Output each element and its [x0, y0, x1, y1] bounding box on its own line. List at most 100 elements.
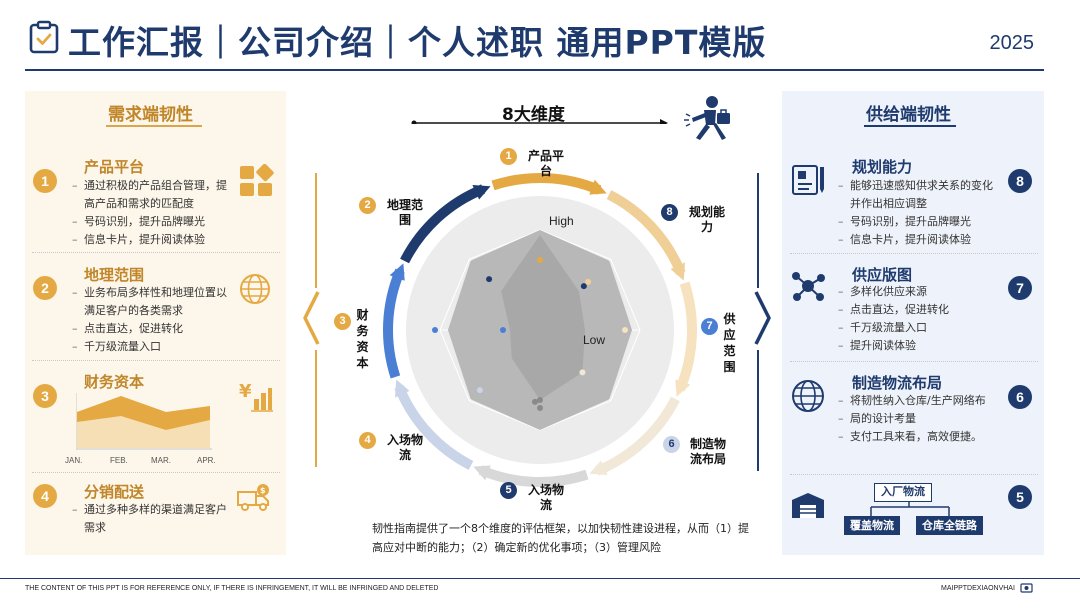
ring-segment [400, 184, 485, 264]
radar-dot [476, 387, 483, 394]
ring-segment [595, 396, 680, 476]
month-label: APR. [197, 456, 216, 465]
demand-item-title-3: 财务资本 [84, 373, 145, 391]
dimensions-title: 8大维度 [502, 105, 565, 125]
radar-dots [432, 257, 628, 411]
chevron-right-icon [754, 291, 771, 345]
segment-label-8: 规划能力 [688, 205, 725, 234]
left-rule-top [315, 173, 317, 288]
svg-text:$: $ [260, 486, 266, 495]
demand-item-title-4: 分销配送 [84, 483, 145, 501]
radar-low-label: Low [583, 333, 606, 347]
ring-arrow [675, 379, 691, 397]
ring-segment [675, 281, 697, 392]
logistics-tree-connectors [870, 499, 950, 517]
ring-segment [491, 173, 602, 195]
ring-arrow [472, 184, 491, 200]
divider [32, 252, 280, 253]
svg-text:¥: ¥ [239, 381, 252, 402]
blocks-icon [240, 164, 274, 196]
supply-item-title-6: 制造物流布局 [852, 374, 943, 392]
segment-badge-6: 6 [663, 436, 680, 453]
finance-area-chart [76, 393, 212, 450]
ring-segment [394, 385, 474, 470]
radar-dot [537, 405, 543, 411]
month-label: JAN. [65, 456, 83, 465]
delivery-truck-icon: $ [237, 484, 269, 511]
bullet: 将韧性纳入仓库/生产网络布 [838, 392, 998, 410]
radar-dot [580, 283, 587, 290]
ring-segment [606, 190, 686, 275]
demand-item-bullets-1: 通过积极的产品组合管理，提高产品和需求的匹配度 号码识别，提升品牌曝光 信息卡片… [72, 177, 236, 249]
segment-badge-4: 4 [359, 432, 376, 449]
month-label: MAR. [151, 456, 171, 465]
tree-right-node: 仓库全链路 [916, 516, 983, 535]
radar-dot [432, 327, 438, 333]
bullet: 支付工具来看，高效便捷。 [838, 428, 998, 446]
dimension-wheel [383, 173, 697, 487]
supply-heading: 供给端韧性 [866, 105, 951, 125]
demand-heading-underline [106, 125, 202, 127]
supply-heading-underline [864, 125, 956, 127]
radar-dot [622, 327, 628, 333]
brand-logo-icon [1020, 583, 1033, 593]
ring-arrow [389, 263, 405, 281]
year-label: 2025 [989, 32, 1035, 54]
bullet: 信息卡片，提升阅读体验 [72, 231, 236, 249]
supply-badge-6: 6 [1008, 385, 1032, 409]
network-nodes-icon [792, 272, 825, 301]
planning-board-icon [792, 165, 824, 195]
supply-item-title-8: 规划能力 [852, 158, 913, 176]
demand-badge-1: 1 [33, 169, 57, 193]
supply-badge-5: 5 [1008, 485, 1032, 509]
radar-dot [579, 369, 586, 376]
right-rule-bottom [757, 350, 759, 471]
globe-icon [792, 380, 824, 412]
demand-badge-2: 2 [33, 276, 57, 300]
segment-badge-5: 5 [500, 482, 517, 499]
radar-dot [531, 398, 538, 405]
demand-badge-3: 3 [33, 384, 57, 408]
ring-arrow [473, 465, 491, 481]
yen-chart-icon: ¥ [239, 381, 273, 412]
radar-dot [500, 327, 506, 333]
supply-item-bullets-8: 能够迅速感知供求关系的变化并作出相应调整 号码识别，提升品牌曝光 信息卡片，提升… [838, 177, 998, 249]
warehouse-icon [792, 493, 824, 518]
supply-badge-7: 7 [1008, 276, 1032, 300]
right-rule-top [757, 173, 759, 288]
divider [790, 474, 1038, 475]
divider [32, 472, 280, 473]
bullet: 千万级流量入口 [838, 319, 998, 337]
demand-item-bullets-2: 业务布局多样性和地理位置以满足客户的各类需求 点击直达，促进转化 千万级流量入口 [72, 284, 236, 356]
clipboard-check-icon [29, 20, 59, 54]
supply-item-title-7: 供应版图 [852, 266, 913, 284]
segment-label-1: 产品平台 [527, 149, 564, 178]
segment-label-2: 地理范围 [386, 198, 423, 227]
footer-brand: MAIPPTDEXIAONVHAI [941, 585, 1015, 592]
bullet: 信息卡片，提升阅读体验 [838, 231, 998, 249]
footer-divider [0, 578, 1080, 579]
supply-item-bullets-7: 多样化供应来源 点击直达，促进转化 千万级流量入口 提升阅读体验 [838, 283, 998, 355]
globe-icon [240, 274, 270, 304]
bullet: 千万级流量入口 [72, 338, 236, 356]
supply-badge-8: 8 [1008, 169, 1032, 193]
demand-badge-4: 4 [33, 484, 57, 508]
segment-badge-2: 2 [359, 197, 376, 214]
bullet: 通过积极的产品组合管理，提高产品和需求的匹配度 [72, 177, 236, 213]
segment-label-5: 入场物流 [527, 483, 564, 512]
segment-badge-1: 1 [500, 148, 517, 165]
demand-item-title-1: 产品平台 [84, 158, 145, 176]
divider [32, 360, 280, 361]
bullet: 点击直达，促进转化 [72, 320, 236, 338]
ring-arrow [589, 460, 608, 476]
left-rule-bottom [315, 350, 317, 467]
demand-item-title-2: 地理范围 [84, 266, 145, 284]
demand-item-bullets-4: 通过多种多样的渠道满足客户需求 [72, 501, 236, 537]
ring-arrow [589, 179, 607, 195]
segment-badge-8: 8 [661, 204, 678, 221]
bullet: 能够迅速感知供求关系的变化并作出相应调整 [838, 177, 998, 213]
ring-arrow [394, 379, 410, 398]
title-divider [25, 69, 1044, 71]
segment-label-7: 供应范围 [723, 312, 736, 374]
footer-disclaimer: THE CONTENT OF THIS PPT IS FOR REFERENCE… [25, 585, 439, 592]
